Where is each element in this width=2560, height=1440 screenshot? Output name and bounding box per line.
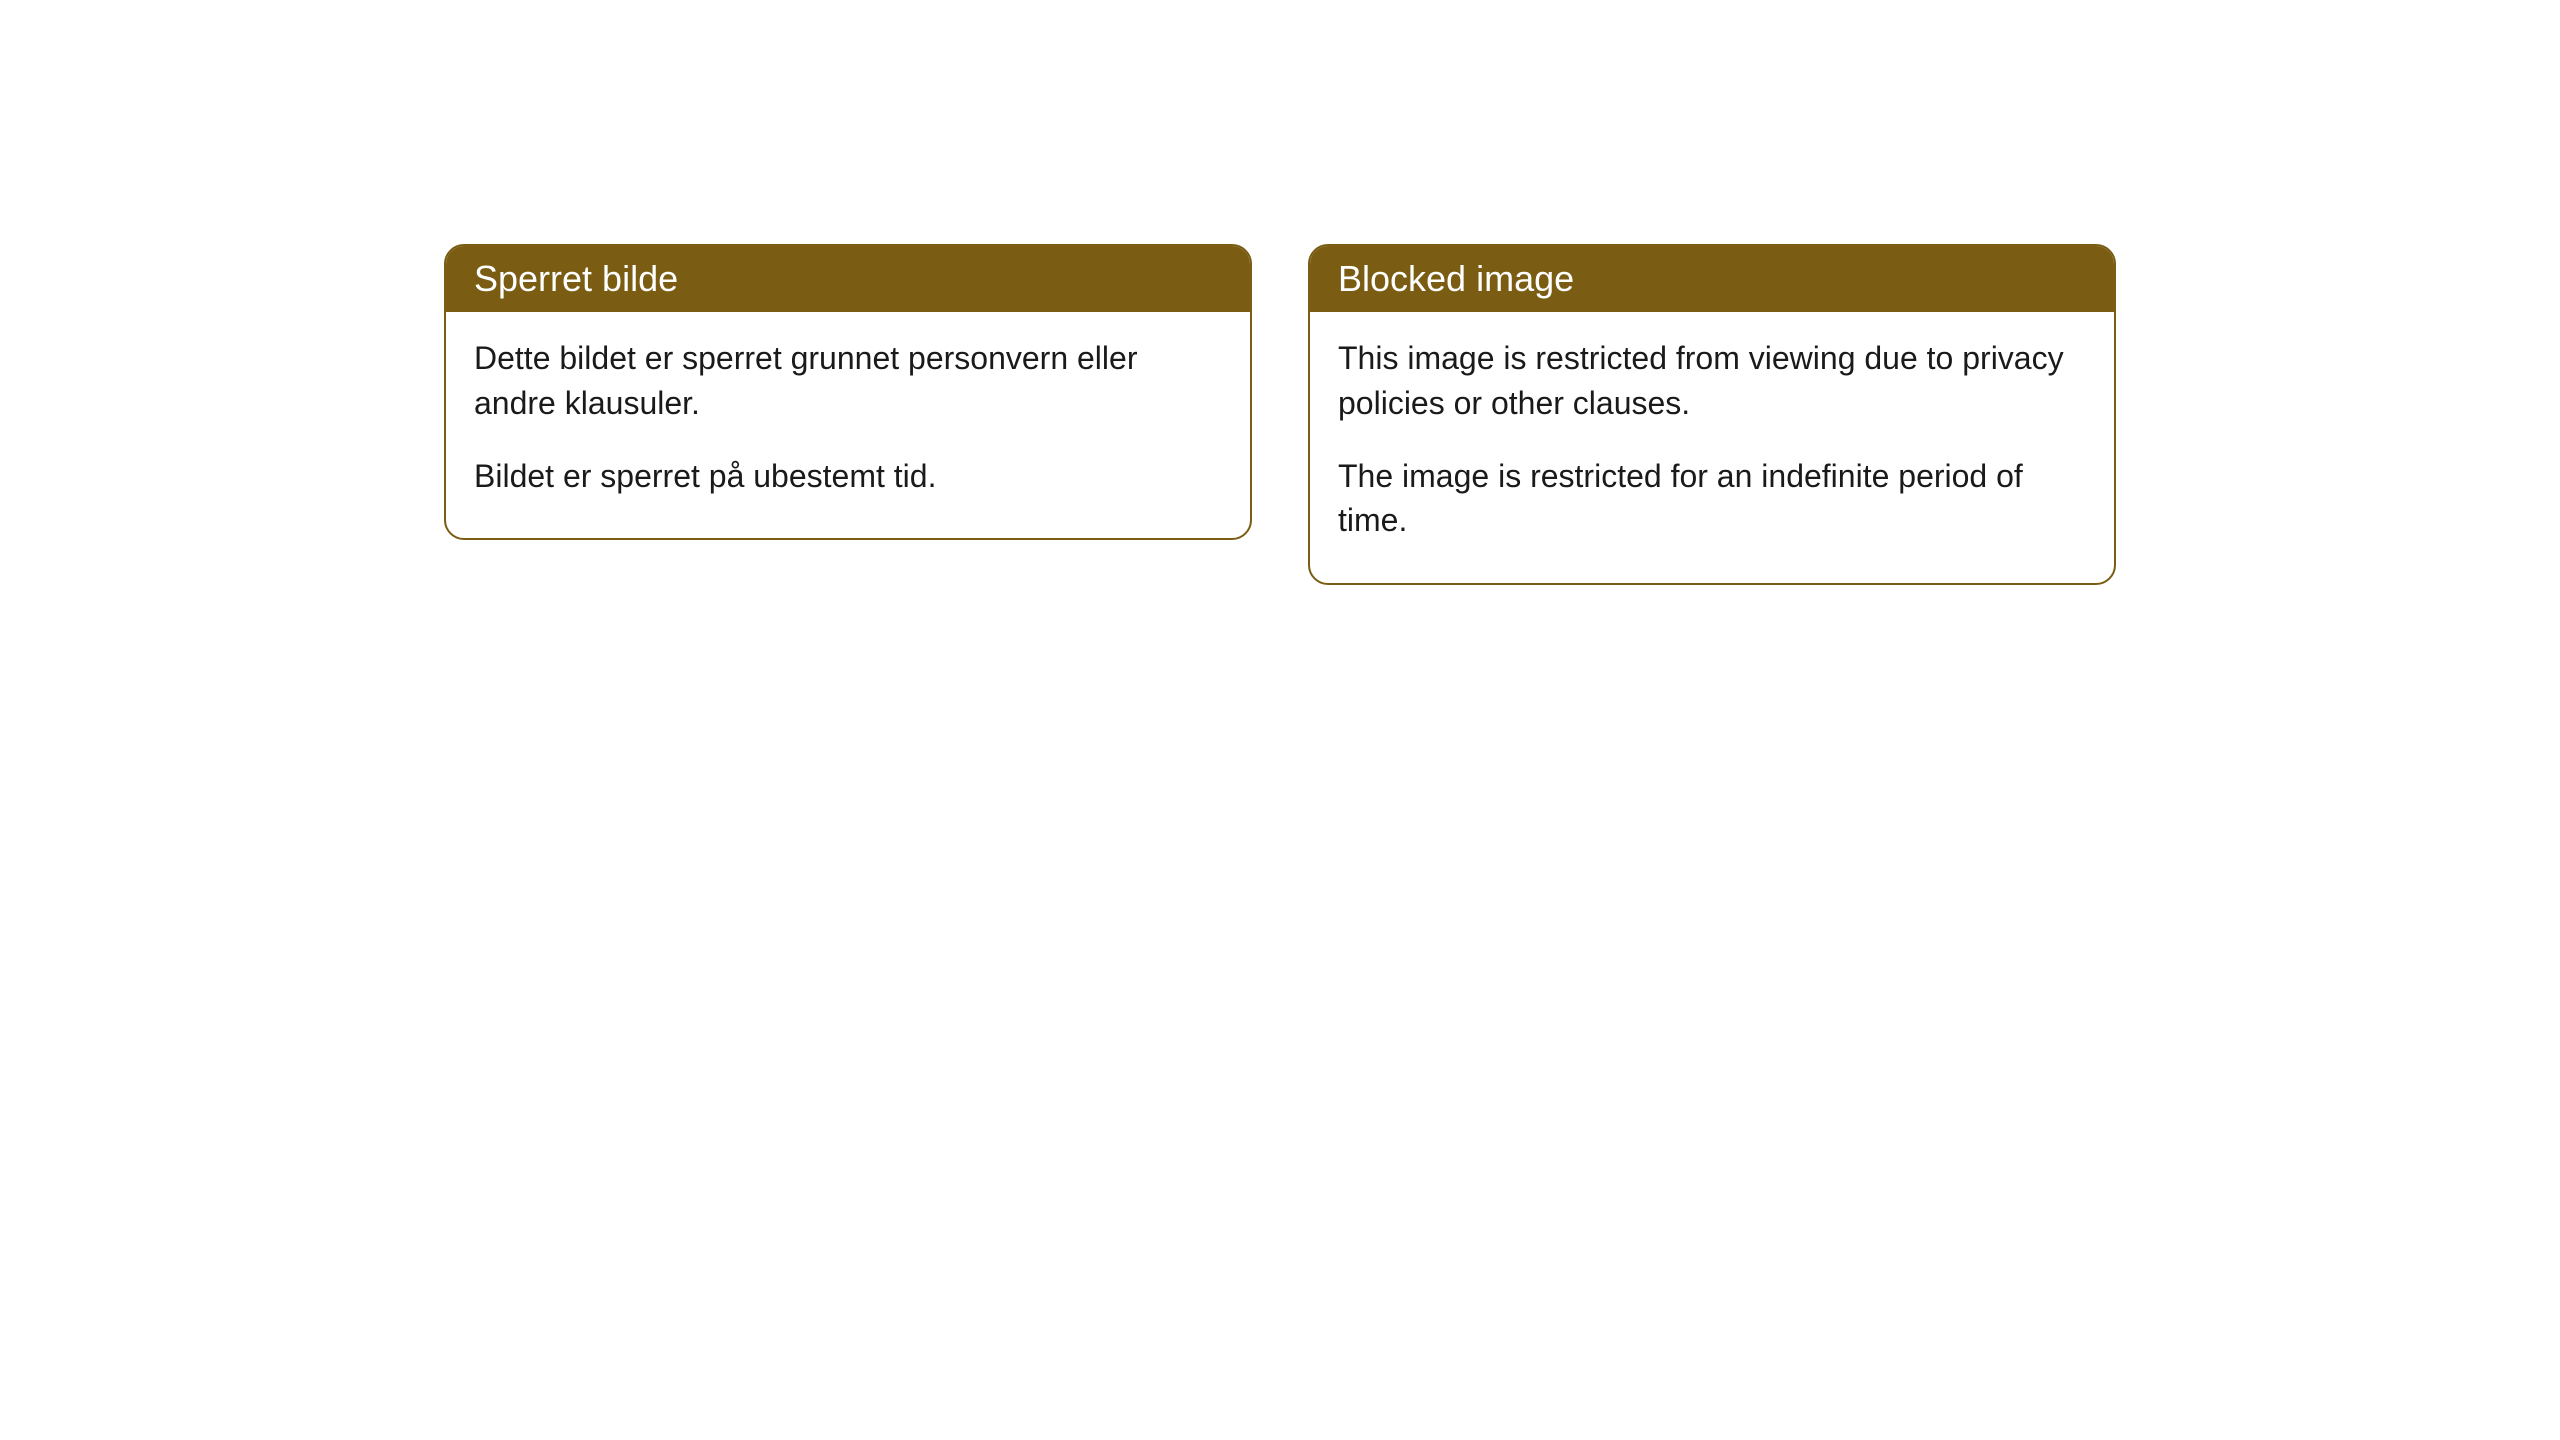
card-title-en: Blocked image bbox=[1338, 258, 1574, 299]
card-title-no: Sperret bilde bbox=[474, 258, 678, 299]
card-paragraph-2-no: Bildet er sperret på ubestemt tid. bbox=[474, 454, 1222, 499]
cards-container: Sperret bilde Dette bildet er sperret gr… bbox=[444, 244, 2116, 1440]
card-paragraph-1-no: Dette bildet er sperret grunnet personve… bbox=[474, 336, 1222, 426]
blocked-image-card-no: Sperret bilde Dette bildet er sperret gr… bbox=[444, 244, 1252, 540]
card-paragraph-2-en: The image is restricted for an indefinit… bbox=[1338, 454, 2086, 544]
blocked-image-card-en: Blocked image This image is restricted f… bbox=[1308, 244, 2116, 585]
card-header-en: Blocked image bbox=[1310, 246, 2114, 312]
card-body-no: Dette bildet er sperret grunnet personve… bbox=[446, 312, 1250, 538]
card-paragraph-1-en: This image is restricted from viewing du… bbox=[1338, 336, 2086, 426]
card-body-en: This image is restricted from viewing du… bbox=[1310, 312, 2114, 583]
card-header-no: Sperret bilde bbox=[446, 246, 1250, 312]
